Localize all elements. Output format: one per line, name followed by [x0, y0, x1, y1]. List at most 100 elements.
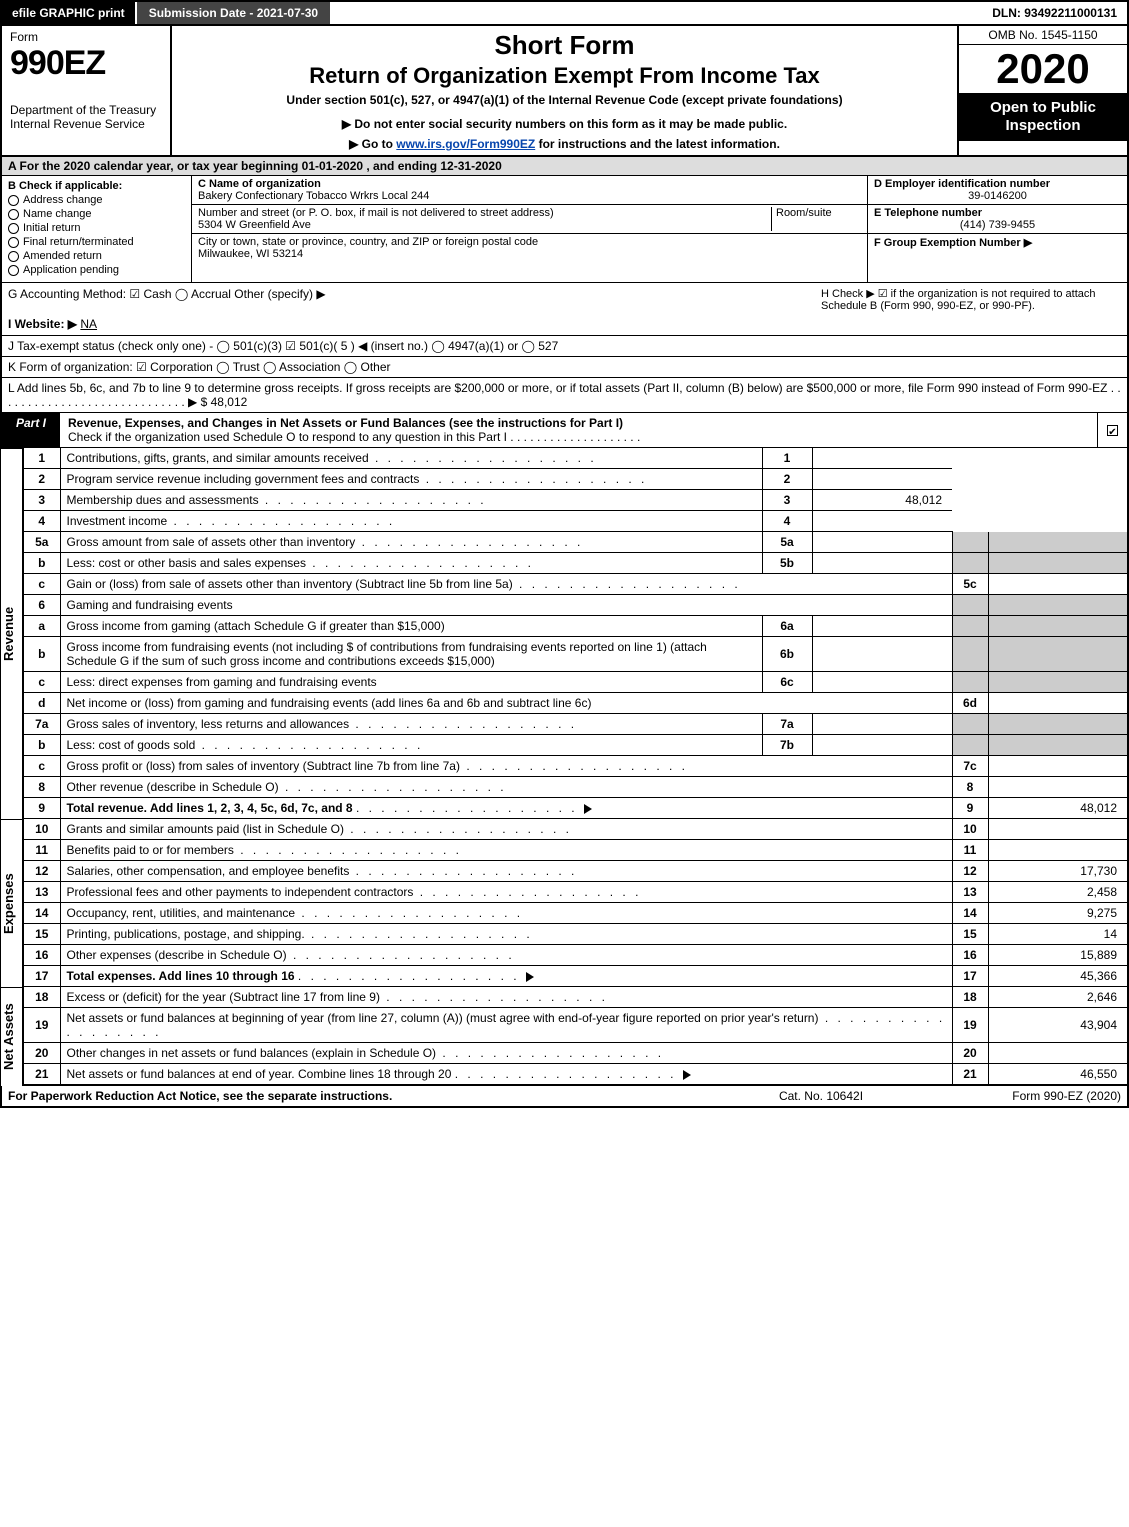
- omb-number: OMB No. 1545-1150: [959, 26, 1127, 45]
- col-def: D Employer identification number 39-0146…: [867, 176, 1127, 282]
- line-5b: bLess: cost or other basis and sales exp…: [24, 553, 1128, 574]
- chk-amended-return[interactable]: Amended return: [8, 250, 185, 262]
- arrow-icon: [683, 1070, 691, 1080]
- line-21: 21Net assets or fund balances at end of …: [24, 1064, 1128, 1086]
- dln: DLN: 93492211000131: [982, 2, 1127, 24]
- line-5a: 5aGross amount from sale of assets other…: [24, 532, 1128, 553]
- c-label: C Name of organization: [198, 178, 321, 190]
- line-13: 13Professional fees and other payments t…: [24, 882, 1128, 903]
- form-number: 990EZ: [10, 44, 162, 83]
- dept-irs: Internal Revenue Service: [10, 117, 162, 131]
- j-tax-exempt-status: J Tax-exempt status (check only one) - ◯…: [0, 336, 1129, 357]
- part-1-schedule-o-checkbox[interactable]: [1097, 413, 1127, 447]
- tax-year: 2020: [959, 45, 1127, 93]
- part-1-title: Revenue, Expenses, and Changes in Net As…: [60, 413, 1097, 447]
- chk-final-return[interactable]: Final return/terminated: [8, 236, 185, 248]
- cat-no: Cat. No. 10642I: [721, 1089, 921, 1103]
- line-16: 16Other expenses (describe in Schedule O…: [24, 945, 1128, 966]
- form-ref: Form 990-EZ (2020): [921, 1089, 1121, 1103]
- efile-print-button[interactable]: efile GRAPHIC print: [2, 2, 137, 24]
- line-6b: bGross income from fundraising events (n…: [24, 637, 1128, 672]
- line-17: 17Total expenses. Add lines 10 through 1…: [24, 966, 1128, 987]
- line-6d: dNet income or (loss) from gaming and fu…: [24, 693, 1128, 714]
- header-right: OMB No. 1545-1150 2020 Open to Public In…: [957, 26, 1127, 155]
- line-12: 12Salaries, other compensation, and empl…: [24, 861, 1128, 882]
- paperwork-notice: For Paperwork Reduction Act Notice, see …: [8, 1089, 721, 1103]
- line-6: 6Gaming and fundraising events: [24, 595, 1128, 616]
- col-b-label: B Check if applicable:: [8, 180, 185, 192]
- arrow-icon: [526, 972, 534, 982]
- c-city-row: City or town, state or province, country…: [192, 234, 867, 262]
- info-grid: B Check if applicable: Address change Na…: [0, 176, 1129, 283]
- part-1-tab: Part I: [2, 413, 60, 447]
- line-4: 4Investment income4: [24, 511, 1128, 532]
- chk-name-change[interactable]: Name change: [8, 208, 185, 220]
- submission-date: Submission Date - 2021-07-30: [137, 2, 330, 24]
- line-7b: bLess: cost of goods sold7b: [24, 735, 1128, 756]
- line-6c: cLess: direct expenses from gaming and f…: [24, 672, 1128, 693]
- chk-address-change[interactable]: Address change: [8, 194, 185, 206]
- irs-link[interactable]: www.irs.gov/Form990EZ: [396, 137, 535, 151]
- title-main: Return of Organization Exempt From Incom…: [309, 63, 820, 89]
- form-word: Form: [10, 30, 162, 44]
- f-group-exemption: F Group Exemption Number ▶: [868, 234, 1127, 251]
- net-assets-vlabel: Net Assets: [0, 987, 24, 1086]
- form-header: Form 990EZ Department of the Treasury In…: [0, 26, 1129, 157]
- header-center: Short Form Return of Organization Exempt…: [172, 26, 957, 155]
- phone-value: (414) 739-9455: [874, 219, 1121, 231]
- part-1-header: Part I Revenue, Expenses, and Changes in…: [0, 413, 1129, 448]
- revenue-table: 1Contributions, gifts, grants, and simil…: [24, 448, 1129, 819]
- title-under: Under section 501(c), 527, or 4947(a)(1)…: [286, 93, 842, 107]
- d-label: D Employer identification number: [874, 178, 1050, 190]
- city-value: Milwaukee, WI 53214: [198, 248, 303, 260]
- dept-treasury: Department of the Treasury: [10, 103, 162, 117]
- f-label: F Group Exemption Number ▶: [874, 237, 1032, 249]
- room-suite: Room/suite: [771, 207, 861, 231]
- line-15: 15Printing, publications, postage, and s…: [24, 924, 1128, 945]
- line-14: 14Occupancy, rent, utilities, and mainte…: [24, 903, 1128, 924]
- row-g-h: G Accounting Method: ☑ Cash ◯ Accrual Ot…: [0, 283, 1129, 336]
- section-a-calendar-year: A For the 2020 calendar year, or tax yea…: [0, 157, 1129, 176]
- street-value: 5304 W Greenfield Ave: [198, 219, 311, 231]
- col-c: C Name of organization Bakery Confection…: [192, 176, 867, 282]
- line-2: 2Program service revenue including gover…: [24, 469, 1128, 490]
- revenue-vlabel: Revenue: [0, 448, 24, 819]
- c-street-row: Number and street (or P. O. box, if mail…: [192, 205, 867, 234]
- col-b: B Check if applicable: Address change Na…: [2, 176, 192, 282]
- part-1-check-line: Check if the organization used Schedule …: [68, 430, 640, 444]
- line-7a: 7aGross sales of inventory, less returns…: [24, 714, 1128, 735]
- line-6a: aGross income from gaming (attach Schedu…: [24, 616, 1128, 637]
- top-bar: efile GRAPHIC print Submission Date - 20…: [0, 0, 1129, 26]
- line-20: 20Other changes in net assets or fund ba…: [24, 1043, 1128, 1064]
- line-11: 11Benefits paid to or for members11: [24, 840, 1128, 861]
- line-9: 9Total revenue. Add lines 1, 2, 3, 4, 5c…: [24, 798, 1128, 819]
- title-ssn-warning: ▶ Do not enter social security numbers o…: [342, 117, 787, 131]
- goto-suffix: for instructions and the latest informat…: [535, 137, 780, 151]
- i-website-label: I Website: ▶: [8, 317, 77, 331]
- c-org-name-row: C Name of organization Bakery Confection…: [192, 176, 867, 205]
- chk-application-pending[interactable]: Application pending: [8, 264, 185, 276]
- open-to-public: Open to Public Inspection: [959, 93, 1127, 141]
- ein-value: 39-0146200: [874, 190, 1121, 202]
- line-10: 10Grants and similar amounts paid (list …: [24, 819, 1128, 840]
- net-assets-table: 18Excess or (deficit) for the year (Subt…: [24, 987, 1129, 1086]
- l-gross-receipts: L Add lines 5b, 6c, and 7b to line 9 to …: [0, 378, 1129, 413]
- line-19: 19Net assets or fund balances at beginni…: [24, 1008, 1128, 1043]
- title-goto: ▶ Go to www.irs.gov/Form990EZ for instru…: [349, 137, 780, 151]
- header-left: Form 990EZ Department of the Treasury In…: [2, 26, 172, 155]
- g-accounting-method: G Accounting Method: ☑ Cash ◯ Accrual Ot…: [8, 287, 821, 301]
- expenses-vlabel: Expenses: [0, 819, 24, 987]
- title-short-form: Short Form: [494, 30, 634, 61]
- page-footer: For Paperwork Reduction Act Notice, see …: [0, 1086, 1129, 1108]
- d-ein-row: D Employer identification number 39-0146…: [868, 176, 1127, 205]
- line-5c: cGain or (loss) from sale of assets othe…: [24, 574, 1128, 595]
- i-website-value: NA: [80, 317, 97, 331]
- chk-initial-return[interactable]: Initial return: [8, 222, 185, 234]
- expenses-table: 10Grants and similar amounts paid (list …: [24, 819, 1129, 987]
- line-3: 3Membership dues and assessments348,012: [24, 490, 1128, 511]
- line-18: 18Excess or (deficit) for the year (Subt…: [24, 987, 1128, 1008]
- org-name: Bakery Confectionary Tobacco Wrkrs Local…: [198, 190, 429, 202]
- goto-prefix: ▶ Go to: [349, 137, 396, 151]
- line-7c: cGross profit or (loss) from sales of in…: [24, 756, 1128, 777]
- e-phone-row: E Telephone number (414) 739-9455: [868, 205, 1127, 234]
